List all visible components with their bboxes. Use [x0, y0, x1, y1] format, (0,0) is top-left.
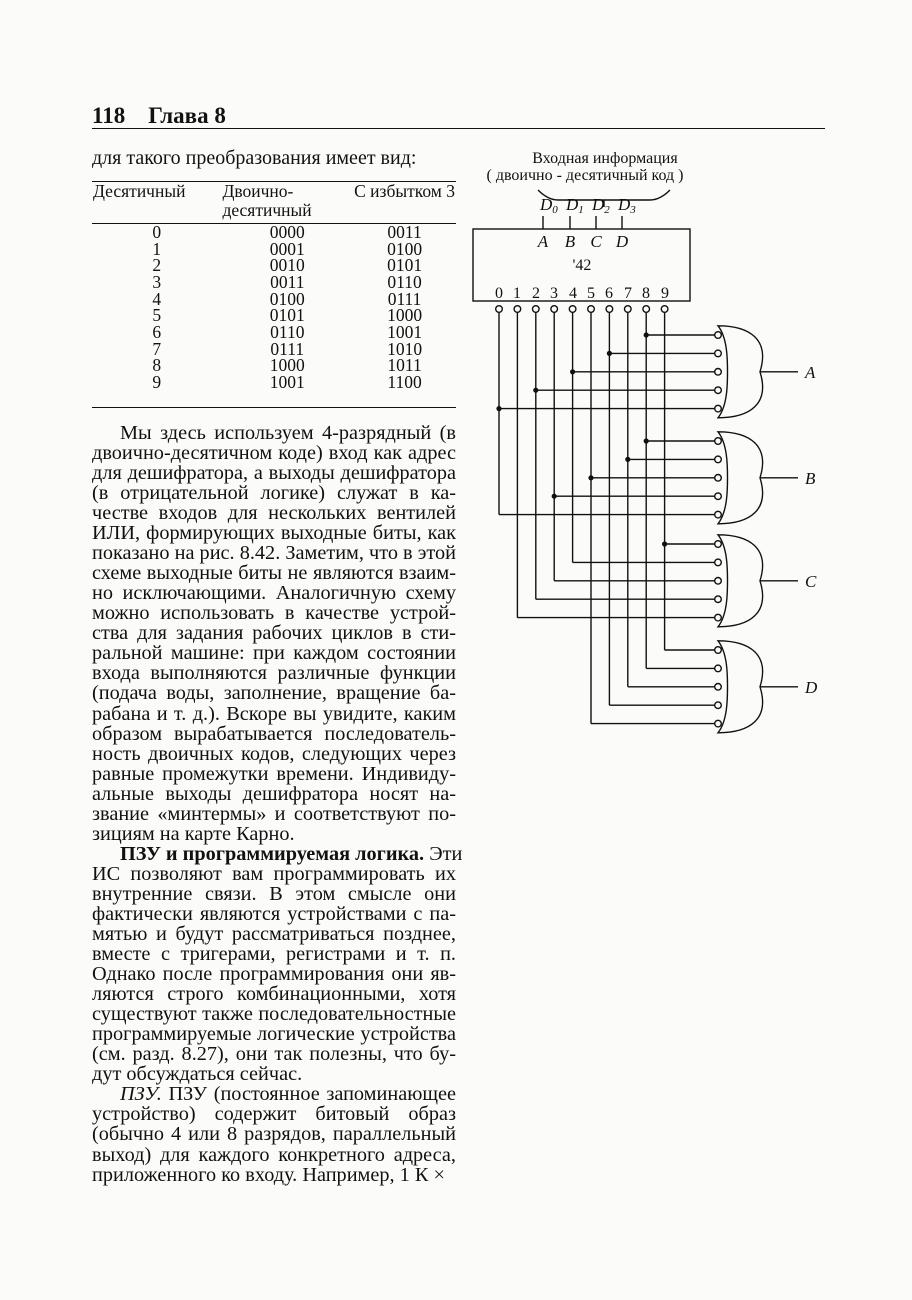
svg-text:6: 6: [605, 285, 613, 302]
svg-text:B: B: [805, 469, 816, 488]
svg-text:9: 9: [661, 285, 669, 302]
svg-text:0: 0: [495, 285, 503, 302]
svg-text:5: 5: [587, 285, 595, 302]
svg-text:( двоично - десятичный код ): ( двоично - десятичный код ): [487, 167, 684, 184]
svg-text:D2: D2: [591, 195, 610, 216]
svg-text:C: C: [805, 572, 817, 591]
svg-text:'42: '42: [573, 257, 592, 274]
svg-text:A: A: [804, 363, 816, 382]
svg-text:3: 3: [550, 285, 558, 302]
svg-text:B: B: [565, 232, 576, 251]
svg-text:7: 7: [624, 285, 632, 302]
svg-text:D3: D3: [617, 195, 636, 216]
svg-text:1: 1: [513, 285, 521, 302]
svg-text:D1: D1: [565, 195, 584, 216]
svg-text:A: A: [537, 232, 549, 251]
svg-text:8: 8: [642, 285, 650, 302]
svg-text:D0: D0: [539, 195, 558, 216]
svg-text:4: 4: [569, 285, 577, 302]
svg-text:D: D: [615, 232, 629, 251]
svg-text:D: D: [804, 678, 818, 697]
svg-text:Входная информация: Входная информация: [532, 150, 678, 167]
svg-text:C: C: [590, 232, 602, 251]
svg-text:2: 2: [532, 285, 540, 302]
